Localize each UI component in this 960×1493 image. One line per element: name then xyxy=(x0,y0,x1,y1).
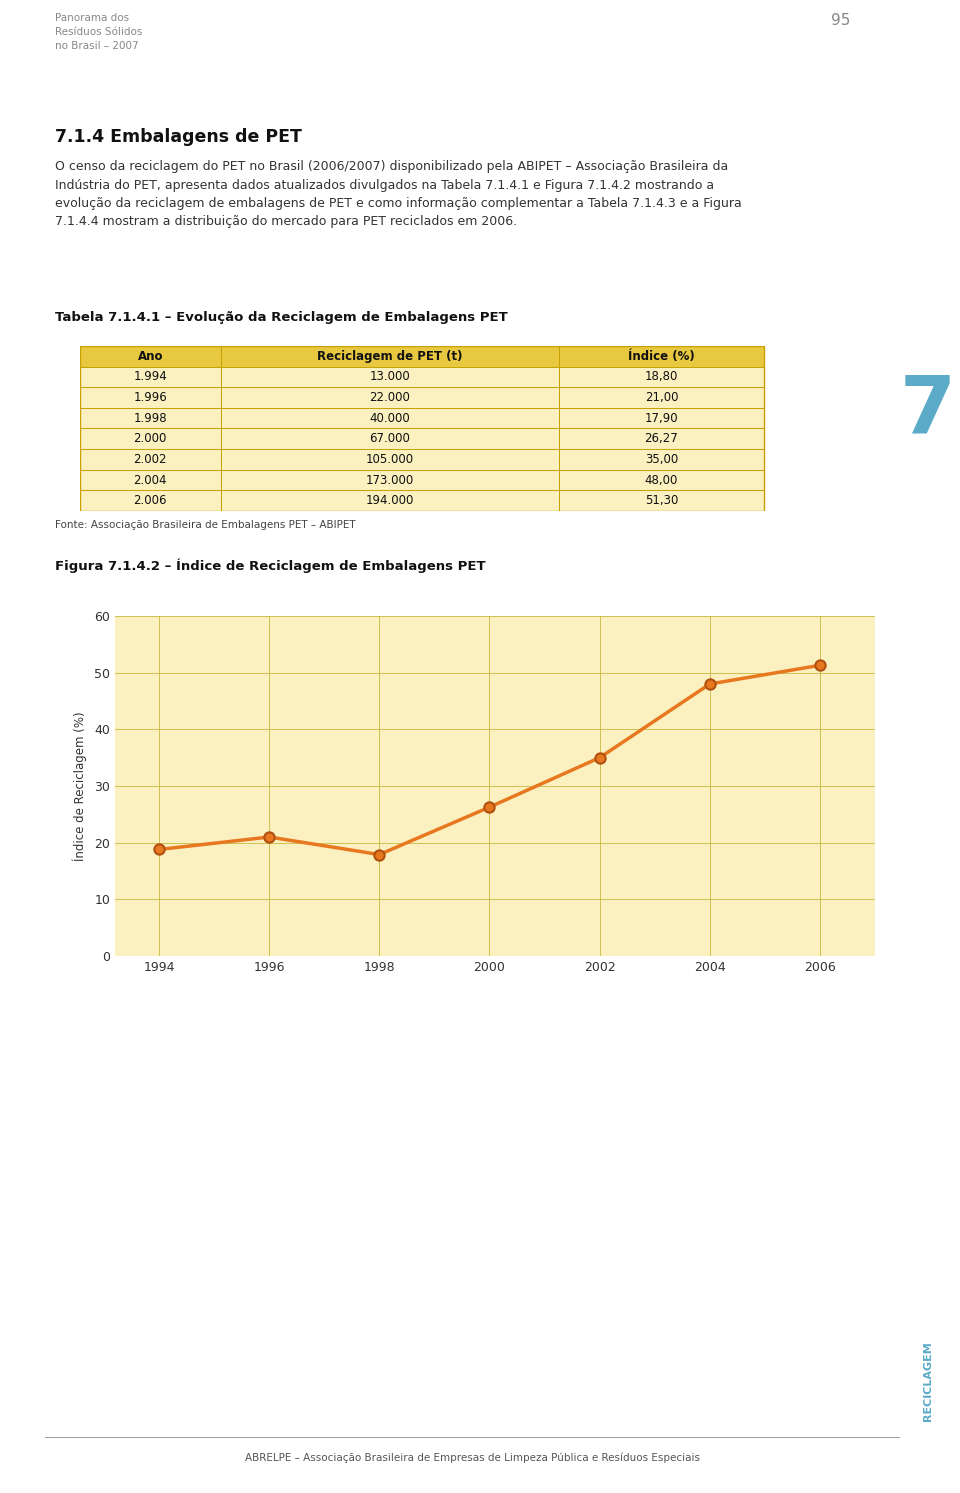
Bar xyxy=(80,470,221,490)
Text: 173.000: 173.000 xyxy=(366,473,414,487)
Text: Figura 7.1.4.2 – Índice de Reciclagem de Embalagens PET: Figura 7.1.4.2 – Índice de Reciclagem de… xyxy=(55,558,486,573)
Text: 51,30: 51,30 xyxy=(645,494,678,508)
Point xyxy=(152,838,167,861)
Text: 7: 7 xyxy=(900,372,955,449)
Text: 17,90: 17,90 xyxy=(644,412,678,424)
Text: 2.002: 2.002 xyxy=(133,452,167,466)
Bar xyxy=(80,428,221,449)
Text: Ano: Ano xyxy=(137,349,163,363)
Point xyxy=(482,796,497,820)
Text: 194.000: 194.000 xyxy=(366,494,414,508)
Bar xyxy=(80,490,221,511)
Text: 2.006: 2.006 xyxy=(133,494,167,508)
Text: ABRELPE – Associação Brasileira de Empresas de Limpeza Pública e Resíduos Especi: ABRELPE – Associação Brasileira de Empre… xyxy=(245,1453,700,1463)
Bar xyxy=(221,470,559,490)
Text: 67.000: 67.000 xyxy=(370,433,410,445)
Text: Índice (%): Índice (%) xyxy=(628,349,695,363)
Bar xyxy=(559,346,764,367)
Bar xyxy=(559,490,764,511)
Y-axis label: Índice de Reciclagem (%): Índice de Reciclagem (%) xyxy=(73,711,87,861)
Bar xyxy=(559,387,764,408)
Text: 1.994: 1.994 xyxy=(133,370,167,384)
Bar xyxy=(80,449,221,470)
Bar xyxy=(221,387,559,408)
Bar xyxy=(559,428,764,449)
Text: Fonte: Associação Brasileira de Embalagens PET – ABIPET: Fonte: Associação Brasileira de Embalage… xyxy=(55,521,355,530)
Text: 21,00: 21,00 xyxy=(645,391,678,405)
Text: Tabela 7.1.4.1 – Evolução da Reciclagem de Embalagens PET: Tabela 7.1.4.1 – Evolução da Reciclagem … xyxy=(55,311,508,324)
Bar xyxy=(559,449,764,470)
Point xyxy=(372,842,387,866)
Text: 35,00: 35,00 xyxy=(645,452,678,466)
Bar xyxy=(221,490,559,511)
Text: 22.000: 22.000 xyxy=(370,391,410,405)
Bar xyxy=(221,408,559,428)
Text: RECICLAGEM: RECICLAGEM xyxy=(923,1341,932,1421)
Text: O censo da reciclagem do PET no Brasil (2006/2007) disponibilizado pela ABIPET –: O censo da reciclagem do PET no Brasil (… xyxy=(55,160,742,228)
Text: 40.000: 40.000 xyxy=(370,412,410,424)
Text: Panorama dos
Resíduos Sólidos
no Brasil – 2007: Panorama dos Resíduos Sólidos no Brasil … xyxy=(55,13,142,51)
Point xyxy=(702,672,717,696)
Bar xyxy=(221,346,559,367)
Point xyxy=(261,826,276,850)
Text: 7.1.4 Embalagens de PET: 7.1.4 Embalagens de PET xyxy=(55,128,301,146)
Bar xyxy=(80,387,221,408)
Bar xyxy=(559,367,764,387)
Bar xyxy=(80,408,221,428)
Text: 105.000: 105.000 xyxy=(366,452,414,466)
Bar xyxy=(80,367,221,387)
Bar xyxy=(221,428,559,449)
Bar xyxy=(221,367,559,387)
Text: 1.996: 1.996 xyxy=(133,391,167,405)
Bar xyxy=(559,408,764,428)
Bar xyxy=(80,346,221,367)
Text: 26,27: 26,27 xyxy=(644,433,679,445)
Text: 48,00: 48,00 xyxy=(645,473,678,487)
Text: 95: 95 xyxy=(830,13,850,28)
Text: 18,80: 18,80 xyxy=(645,370,678,384)
Text: 2.000: 2.000 xyxy=(133,433,167,445)
Point xyxy=(592,745,608,769)
Text: 13.000: 13.000 xyxy=(370,370,410,384)
Text: Reciclagem de PET (t): Reciclagem de PET (t) xyxy=(317,349,463,363)
Text: 2.004: 2.004 xyxy=(133,473,167,487)
Bar xyxy=(221,449,559,470)
Point xyxy=(812,654,828,678)
Bar xyxy=(559,470,764,490)
Text: 1.998: 1.998 xyxy=(133,412,167,424)
